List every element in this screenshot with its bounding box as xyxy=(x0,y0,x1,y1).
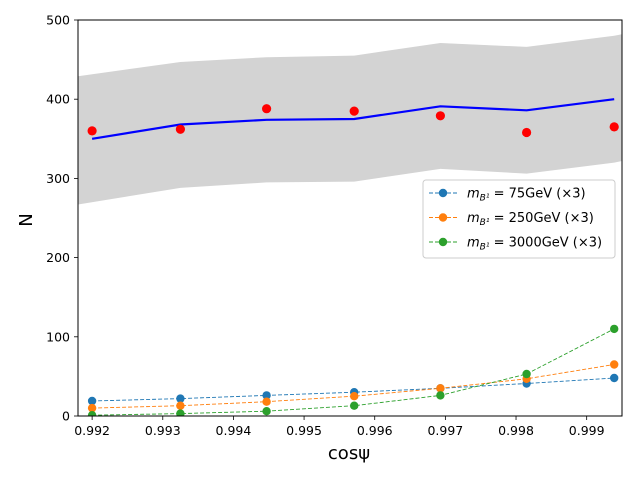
observed-point xyxy=(522,127,532,138)
series-1-point xyxy=(262,397,271,406)
x-axis-ticks: 0.992 0.993 0.994 0.995 0.996 0.997 0.998 0.999 xyxy=(74,416,605,438)
signal-series-markers xyxy=(87,324,619,416)
x-tick-label: 0.998 xyxy=(498,423,534,438)
series-2-point xyxy=(350,401,359,410)
series-0-point xyxy=(176,394,185,403)
y-axis-ticks: 0 100 200 300 400 500 xyxy=(46,13,78,424)
series-0-point xyxy=(262,391,271,400)
series-2-point xyxy=(262,407,271,416)
y-tick-label: 100 xyxy=(46,329,70,344)
observed-point xyxy=(609,122,619,132)
legend-series-0-label: mB¹ = 75GeV (×3) xyxy=(467,187,586,204)
series-0-point xyxy=(610,373,619,383)
x-tick-label: 0.992 xyxy=(74,423,110,438)
plot-frame xyxy=(77,19,623,417)
series-2-point xyxy=(436,391,445,400)
series-2-point xyxy=(176,409,185,416)
series-0-point xyxy=(87,396,97,406)
series-2-point xyxy=(610,324,619,334)
legend-series-2-marker xyxy=(438,237,448,247)
legend-series-2-label: mB¹ = 3000GeV (×3) xyxy=(467,236,602,253)
legend: mB¹ = 75GeV (×3) mB¹ = 250GeV (×3) mB¹ = 3… xyxy=(422,179,616,259)
x-tick-label: 0.993 xyxy=(145,423,181,438)
legend-box xyxy=(422,179,616,259)
series-1-point xyxy=(436,384,445,393)
observed-markers xyxy=(87,104,619,138)
legend-series-0-marker xyxy=(438,188,448,198)
x-tick-label: 0.996 xyxy=(357,423,393,438)
observed-point xyxy=(87,126,97,136)
y-tick-label: 300 xyxy=(46,171,70,186)
series-2-point xyxy=(87,411,97,416)
x-tick-label: 0.999 xyxy=(569,423,605,438)
x-tick-label: 0.995 xyxy=(286,423,322,438)
y-tick-label: 0 xyxy=(62,409,70,424)
legend-series-1-label: mB¹ = 250GeV (×3) xyxy=(467,211,594,228)
series-1-point xyxy=(87,403,97,413)
x-tick-label: 0.997 xyxy=(427,423,463,438)
legend-series-1-marker xyxy=(438,213,448,222)
observed-point xyxy=(435,111,445,121)
y-axis-title: N xyxy=(16,213,37,226)
expected-line xyxy=(91,98,615,140)
series-1-point xyxy=(350,392,359,401)
series-2-point xyxy=(522,369,531,379)
x-axis-title: cosψ xyxy=(328,443,370,464)
plot-area xyxy=(78,34,622,416)
y-tick-label: 200 xyxy=(46,250,70,265)
series-1-point xyxy=(176,401,185,410)
observed-point xyxy=(262,104,272,114)
series-1-point xyxy=(610,360,619,369)
observed-point xyxy=(349,106,359,116)
y-tick-label: 500 xyxy=(46,13,70,28)
y-tick-label: 400 xyxy=(46,92,70,107)
observed-point xyxy=(175,124,185,134)
x-tick-label: 0.994 xyxy=(216,423,252,438)
